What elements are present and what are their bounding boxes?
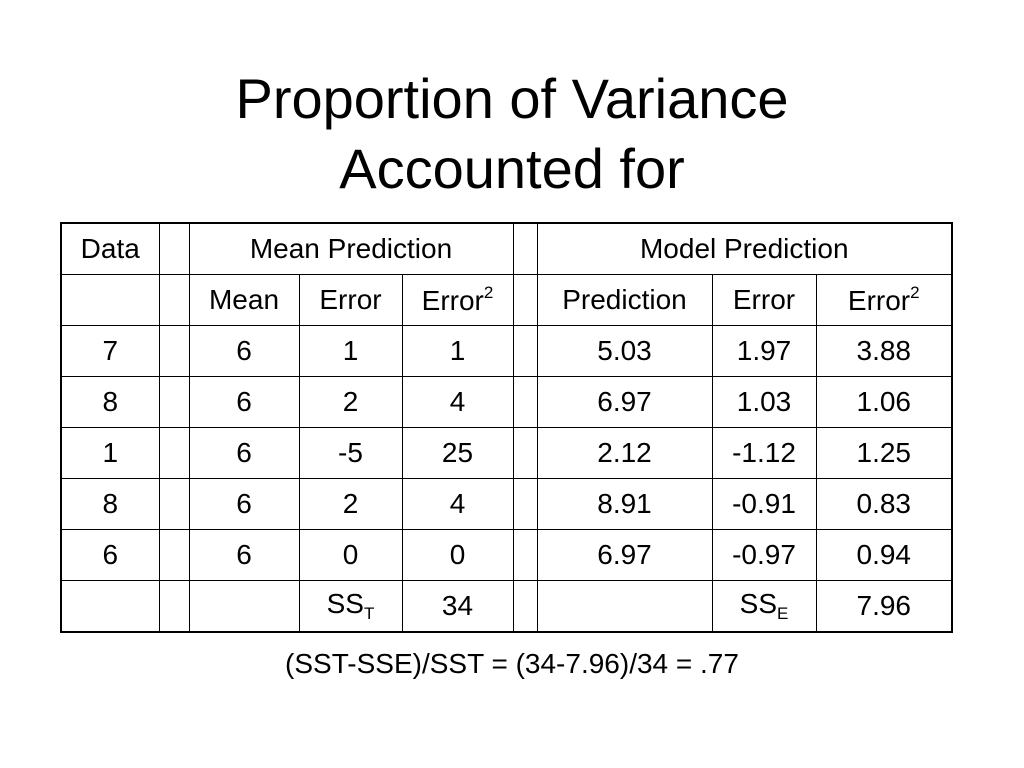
data-cell: 1 bbox=[401, 325, 514, 377]
spacer-cell bbox=[512, 478, 538, 530]
total-text: SS bbox=[739, 588, 777, 619]
data-cell: 1 bbox=[298, 325, 403, 377]
data-cell: 0 bbox=[298, 529, 403, 581]
title: Accounted for bbox=[339, 137, 685, 200]
data-cell: 6.97 bbox=[536, 529, 713, 581]
data-cell: 0 bbox=[401, 529, 514, 581]
data-cell: -0.91 bbox=[711, 478, 817, 530]
total-label: SSE bbox=[711, 580, 817, 633]
data-cell: 7 bbox=[60, 325, 160, 377]
table: Data Mean Prediction Model Prediction Me… bbox=[60, 222, 954, 633]
header-cell: Model Prediction bbox=[536, 222, 953, 275]
data-cell: 0.94 bbox=[815, 529, 953, 581]
data-row: 1 6 -5 25 2.12 -1.12 1.25 bbox=[60, 427, 953, 479]
spacer-cell bbox=[158, 222, 190, 275]
data-cell: 1 bbox=[60, 427, 160, 479]
subscript: T bbox=[363, 604, 375, 623]
data-cell: 8 bbox=[60, 376, 160, 428]
spacer-cell bbox=[158, 376, 190, 428]
header-text: Error bbox=[847, 285, 911, 316]
header-text: Error bbox=[421, 285, 484, 316]
data-cell: 4 bbox=[401, 478, 514, 530]
spacer-cell bbox=[158, 427, 190, 479]
data-cell: 8.91 bbox=[536, 478, 713, 530]
data-cell: -1.12 bbox=[711, 427, 817, 479]
data-cell: 1.25 bbox=[815, 427, 953, 479]
header-row: Data Mean Prediction Model Prediction bbox=[60, 222, 953, 275]
totals-body: SST 34 SSE 7.96 bbox=[60, 580, 953, 633]
empty-cell bbox=[536, 580, 713, 633]
data-cell: 6 bbox=[188, 325, 300, 377]
data-cell: 1.06 bbox=[815, 376, 953, 428]
header-cell: Error2 bbox=[401, 274, 514, 326]
spacer-cell bbox=[512, 529, 538, 581]
data-cell: 2 bbox=[298, 478, 403, 530]
spacer-cell bbox=[512, 580, 538, 633]
spacer-cell bbox=[512, 274, 538, 326]
data-cell: 6 bbox=[188, 529, 300, 581]
spacer-cell bbox=[158, 580, 190, 633]
data-cell: 25 bbox=[401, 427, 514, 479]
spacer-cell bbox=[512, 222, 538, 275]
data-cell: 3.88 bbox=[815, 325, 953, 377]
table-body: Data Mean Prediction Model Prediction Me… bbox=[60, 222, 953, 581]
data-cell: -0.97 bbox=[711, 529, 817, 581]
subheader-row: Mean Error Error2 Prediction Error Error… bbox=[60, 274, 953, 326]
spacer-cell bbox=[158, 529, 190, 581]
formula: (SST-SSE)/SST = (34-7.96)/34 = .77 bbox=[285, 648, 739, 679]
spacer-cell bbox=[512, 325, 538, 377]
spacer-cell bbox=[158, 478, 190, 530]
spacer-cell bbox=[512, 376, 538, 428]
data-cell: -5 bbox=[298, 427, 403, 479]
data-cell: 0.83 bbox=[815, 478, 953, 530]
header-cell: Error2 bbox=[815, 274, 953, 326]
data-cell: 2.12 bbox=[536, 427, 713, 479]
data-cell: 6 bbox=[60, 529, 160, 581]
data-cell: 1.03 bbox=[711, 376, 817, 428]
data-cell: 5.03 bbox=[536, 325, 713, 377]
superscript: 2 bbox=[483, 283, 494, 302]
total-value: 7.96 bbox=[815, 580, 953, 633]
data-row: 8 6 2 4 6.97 1.03 1.06 bbox=[60, 376, 953, 428]
header-cell: Data bbox=[60, 222, 160, 275]
empty-cell bbox=[60, 580, 160, 633]
spacer-cell bbox=[158, 274, 190, 326]
header-cell: Error bbox=[298, 274, 403, 326]
data-cell: 4 bbox=[401, 376, 514, 428]
empty-cell bbox=[188, 580, 300, 633]
empty-cell bbox=[60, 274, 160, 326]
header-cell: Error bbox=[711, 274, 817, 326]
data-cell: 8 bbox=[60, 478, 160, 530]
spacer-cell bbox=[158, 325, 190, 377]
data-row: 7 6 1 1 5.03 1.97 3.88 bbox=[60, 325, 953, 377]
data-cell: 6 bbox=[188, 376, 300, 428]
header-cell: Mean bbox=[188, 274, 300, 326]
data-cell: 6.97 bbox=[536, 376, 713, 428]
data-cell: 2 bbox=[298, 376, 403, 428]
data-row: 8 6 2 4 8.91 -0.91 0.83 bbox=[60, 478, 953, 530]
data-cell: 6 bbox=[188, 478, 300, 530]
total-text: SS bbox=[326, 588, 364, 619]
spacer-cell bbox=[512, 427, 538, 479]
data-row: 6 6 0 0 6.97 -0.97 0.94 bbox=[60, 529, 953, 581]
title: Proportion of Variance bbox=[235, 67, 789, 130]
data-cell: 1.97 bbox=[711, 325, 817, 377]
totals-row: SST 34 SSE 7.96 bbox=[60, 580, 953, 633]
superscript: 2 bbox=[910, 283, 920, 302]
subscript: E bbox=[777, 604, 789, 623]
total-label: SST bbox=[298, 580, 403, 633]
data-cell: 6 bbox=[188, 427, 300, 479]
total-value: 34 bbox=[401, 580, 514, 633]
header-cell: Mean Prediction bbox=[188, 222, 514, 275]
header-cell: Prediction bbox=[536, 274, 713, 326]
